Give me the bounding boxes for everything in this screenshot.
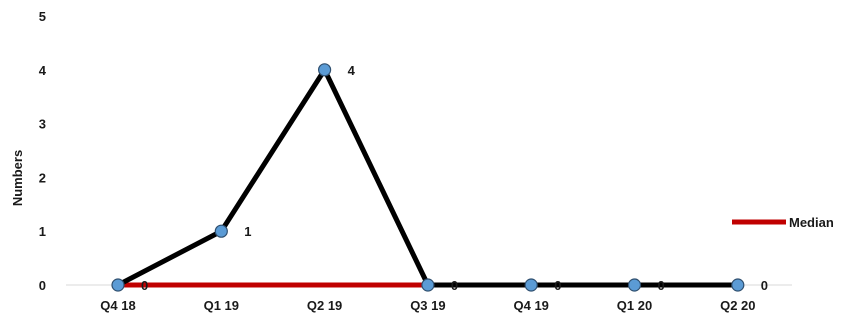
data-point [214, 224, 228, 238]
data-point [731, 278, 745, 292]
data-label: 0 [554, 278, 561, 293]
data-label: 0 [141, 278, 148, 293]
y-tick-label: 0 [39, 278, 46, 293]
x-tick-label: Q2 19 [307, 298, 342, 313]
main-series [111, 63, 745, 292]
y-tick-label: 5 [39, 9, 46, 24]
y-tick-label: 1 [39, 224, 46, 239]
data-point [627, 278, 642, 292]
data-label: 0 [451, 278, 458, 293]
data-label: 0 [761, 278, 768, 293]
legend-median-label: Median [789, 215, 834, 230]
x-tick-label: Q1 19 [204, 298, 239, 313]
y-tick-label: 4 [39, 63, 47, 78]
x-tick-label: Q4 19 [513, 298, 548, 313]
data-point [111, 278, 125, 292]
data-point [421, 278, 435, 292]
data-label: 4 [348, 63, 356, 78]
y-tick-label: 3 [39, 117, 46, 132]
y-axis-title: Numbers [10, 150, 25, 206]
data-label: 0 [658, 278, 665, 293]
x-tick-label: Q3 19 [410, 298, 445, 313]
data-point [318, 63, 332, 77]
x-tick-label: Q2 20 [720, 298, 755, 313]
axis-layer: 0 1 2 3 4 5 Q4 18 Q1 19 Q2 19 Q3 19 Q4 19 Q1 20 Q2 2… [39, 9, 792, 313]
series-line [116, 64, 738, 288]
legend: Median [732, 215, 834, 230]
data-point [524, 278, 538, 292]
data-labels: 0 1 4 0 0 0 0 [141, 63, 768, 293]
data-label: 1 [244, 224, 251, 239]
x-tick-label: Q1 20 [617, 298, 652, 313]
x-tick-label: Q4 18 [100, 298, 135, 313]
y-tick-label: 2 [39, 170, 46, 185]
